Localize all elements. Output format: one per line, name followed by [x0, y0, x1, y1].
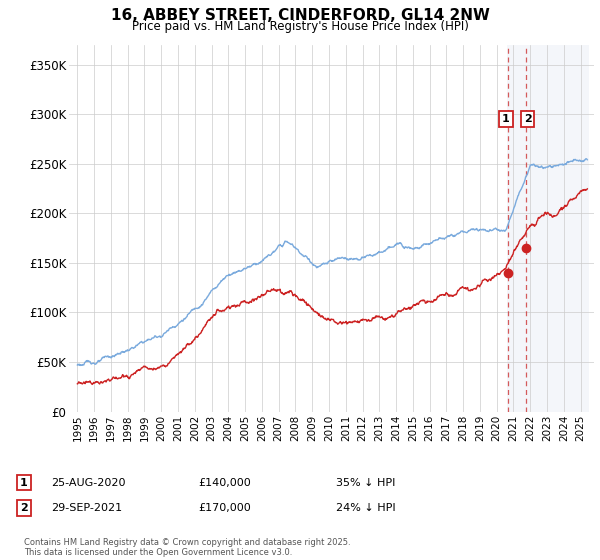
Text: 24% ↓ HPI: 24% ↓ HPI	[336, 503, 395, 513]
Text: 1: 1	[502, 114, 510, 124]
Text: £170,000: £170,000	[198, 503, 251, 513]
Text: 16, ABBEY STREET, CINDERFORD, GL14 2NW: 16, ABBEY STREET, CINDERFORD, GL14 2NW	[110, 8, 490, 24]
Text: Contains HM Land Registry data © Crown copyright and database right 2025.
This d: Contains HM Land Registry data © Crown c…	[24, 538, 350, 557]
Text: Price paid vs. HM Land Registry's House Price Index (HPI): Price paid vs. HM Land Registry's House …	[131, 20, 469, 32]
Text: 2: 2	[524, 114, 532, 124]
Text: 1: 1	[20, 478, 28, 488]
Text: £140,000: £140,000	[198, 478, 251, 488]
Text: 2: 2	[20, 503, 28, 513]
Text: 25-AUG-2020: 25-AUG-2020	[51, 478, 125, 488]
Text: 35% ↓ HPI: 35% ↓ HPI	[336, 478, 395, 488]
Text: 29-SEP-2021: 29-SEP-2021	[51, 503, 122, 513]
Bar	[507, 45, 589, 412]
